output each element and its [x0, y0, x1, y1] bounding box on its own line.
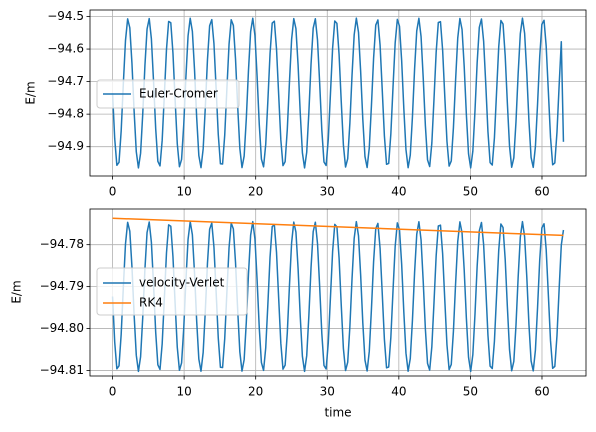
bottom-xtick-label: 20 — [248, 385, 263, 399]
top-ytick-label: −94.9 — [47, 139, 84, 153]
bottom-xtick-label: 30 — [320, 385, 335, 399]
top-legend: Euler-Cromer — [96, 79, 240, 109]
bottom-ytick-label: −94.81 — [40, 363, 84, 377]
top-ytick-label: −94.6 — [47, 42, 84, 56]
top-xtick-label: 20 — [248, 185, 263, 199]
top-plot — [111, 17, 565, 169]
bottom-axes-frame — [89, 208, 587, 377]
bottom-ytick-label: −94.79 — [40, 279, 84, 293]
top-ticks: 0 10 20 30 40 50 60 −94.9 −94.8 −94.7 −94.6 −94.5 — [47, 9, 549, 198]
top-ylabel: E/m — [24, 81, 38, 104]
bottom-xtick-label: 10 — [176, 385, 191, 399]
top-xtick-label: 60 — [534, 185, 549, 199]
top-ytick-label: −94.5 — [47, 9, 84, 23]
top-xtick-label: 30 — [320, 185, 335, 199]
top-ytick-label: −94.7 — [47, 74, 84, 88]
top-series-line-euler-cromer — [111, 17, 565, 169]
bottom-xtick-label: 0 — [109, 385, 117, 399]
bottom-legend: velocity-Verlet RK4 — [96, 267, 248, 316]
bottom-series-line-rk4 — [112, 217, 564, 237]
top-ytick-label: −94.8 — [47, 107, 84, 121]
top-xtick-label: 10 — [176, 185, 191, 199]
bottom-ylabel: E/m — [10, 280, 24, 303]
bottom-legend-box — [96, 267, 248, 316]
bottom-ticks: 0 10 20 30 40 50 60 −94.81 −94.80 −94.79 −94.78 — [40, 237, 550, 398]
bottom-xtick-label: 60 — [534, 385, 549, 399]
top-axes-frame — [89, 9, 587, 177]
top-panel: 0 10 20 30 40 50 60 −94.9 −94.8 −94.7 −94.6 −94.5 E… — [24, 9, 587, 199]
bottom-xtick-label: 40 — [391, 385, 406, 399]
bottom-panel: 0 10 20 30 40 50 60 −94.81 −94.80 −94.79 −94.78 E/… — [10, 208, 587, 420]
top-legend-label-euler-cromer: Euler-Cromer — [139, 87, 218, 101]
bottom-series-line-velocity-verlet — [111, 220, 565, 373]
top-xtick-label: 50 — [463, 185, 478, 199]
bottom-plot — [111, 217, 565, 373]
bottom-xtick-label: 50 — [463, 385, 478, 399]
top-legend-box — [96, 79, 240, 109]
bottom-ytick-label: −94.78 — [40, 237, 84, 251]
bottom-legend-label-rk4: RK4 — [139, 296, 163, 310]
bottom-legend-label-velocity-verlet: velocity-Verlet — [139, 276, 225, 290]
top-xtick-label: 0 — [109, 185, 117, 199]
bottom-ytick-label: −94.80 — [40, 321, 84, 335]
bottom-xlabel: time — [324, 406, 351, 420]
top-xtick-label: 40 — [391, 185, 406, 199]
